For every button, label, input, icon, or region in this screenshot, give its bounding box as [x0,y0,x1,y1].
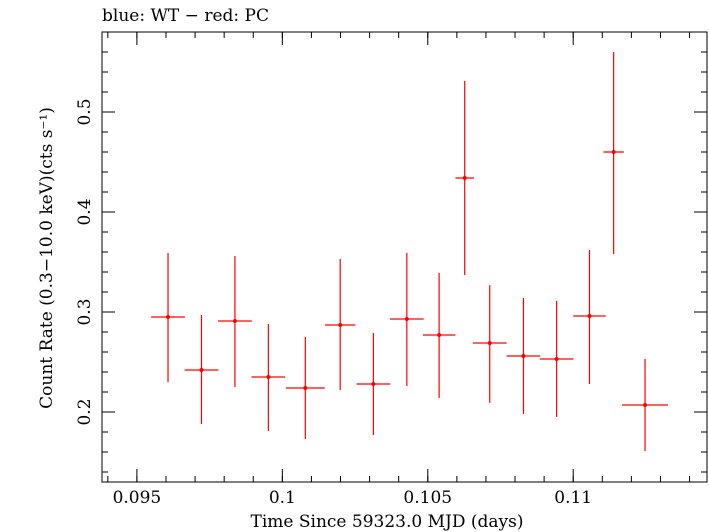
data-point-16 [622,359,669,451]
x-tick-label: 0.1 [269,488,296,508]
data-point-3 [218,256,252,387]
x-axis-label: Time Since 59323.0 MJD (days) [251,512,524,532]
x-tick-label: 0.11 [554,488,592,508]
data-point-8 [389,253,424,386]
data-point-10 [455,81,475,275]
data-point-4 [251,324,286,431]
point-marker [487,341,492,345]
point-marker [371,382,376,386]
y-tick-label: 0.4 [75,198,95,225]
plot-frame [101,31,708,483]
x-tick-label: 0.095 [113,488,162,508]
point-marker [521,354,526,358]
point-marker [303,386,308,390]
point-marker [611,150,616,154]
point-marker [554,357,559,361]
data-points [151,52,669,451]
point-marker [199,368,204,372]
data-point-2 [184,315,219,424]
point-marker [587,314,592,318]
point-marker [338,323,343,327]
x-tick-label: 0.105 [403,488,452,508]
point-marker [166,315,171,319]
y-tick-label: 0.5 [75,98,95,125]
y-tick-label: 0.2 [75,398,95,425]
data-point-5 [285,337,325,439]
data-point-9 [422,273,456,398]
data-point-14 [573,250,606,384]
data-point-11 [472,285,507,403]
point-marker [437,333,442,337]
data-point-7 [356,333,391,435]
axis-ticks [102,31,707,482]
point-marker [232,319,237,323]
data-point-12 [506,298,541,414]
tick-labels: 0.095 0.1 0.105 0.11 0.2 0.3 0.4 0.5 [75,98,592,508]
y-axis-label: Count Rate (0.3−10.0 keV)(cts s⁻¹) [37,107,57,409]
data-point-1 [151,253,185,382]
point-marker [404,317,409,321]
data-point-13 [539,301,574,417]
data-point-15 [603,52,624,254]
data-point-6 [325,259,356,390]
point-marker [643,403,648,407]
point-marker [462,176,467,180]
y-tick-label: 0.3 [75,298,95,325]
point-marker [266,375,271,379]
chart-title: blue: WT − red: PC [102,6,269,26]
